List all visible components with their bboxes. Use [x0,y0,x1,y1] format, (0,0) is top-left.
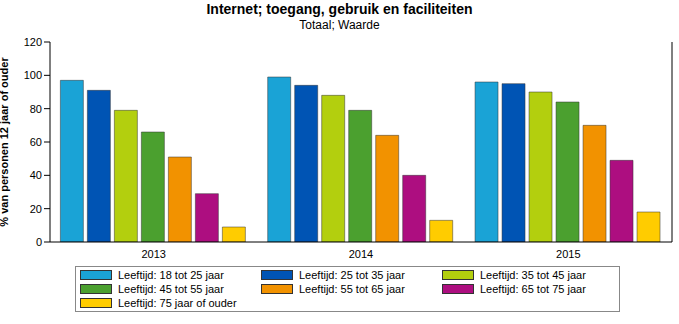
html-text:Leeftijd: 35 tot 45 jaar: Leeftijd: 35 tot 45 jaar [480,269,586,281]
svg-text:100: 100 [24,69,42,81]
svg-text:2013: 2013 [141,248,165,260]
svg-text:60: 60 [30,136,42,148]
html-text:Totaal; Waarde: Totaal; Waarde [299,18,380,32]
svg-text:120: 120 [24,36,42,48]
svg-text:% van personen 12 jaar of oude: % van personen 12 jaar of ouder [8,57,10,227]
html-text:Leeftijd: 55 tot 65 jaar: Leeftijd: 55 tot 65 jaar [299,283,405,295]
svg-text:40: 40 [30,169,42,181]
html-text:Leeftijd: 25 tot 35 jaar: Leeftijd: 25 tot 35 jaar [299,269,405,281]
html-text:Leeftijd: 45 tot 55 jaar: Leeftijd: 45 tot 55 jaar [118,283,224,295]
svg-text:2014: 2014 [349,248,373,260]
svg-text:80: 80 [30,103,42,115]
html-text:Leeftijd: 65 tot 75 jaar: Leeftijd: 65 tot 75 jaar [480,283,586,295]
html-text:Leeftijd: 18 tot 25 jaar: Leeftijd: 18 tot 25 jaar [118,269,224,281]
html-text:Internet; toegang, gebruik en: Internet; toegang, gebruik en faciliteit… [206,1,473,17]
html-text:Leeftijd: 75 jaar of ouder: Leeftijd: 75 jaar of ouder [118,297,237,309]
svg-text:20: 20 [30,203,42,215]
svg-text:0: 0 [36,236,42,248]
svg-text:2015: 2015 [556,248,580,260]
